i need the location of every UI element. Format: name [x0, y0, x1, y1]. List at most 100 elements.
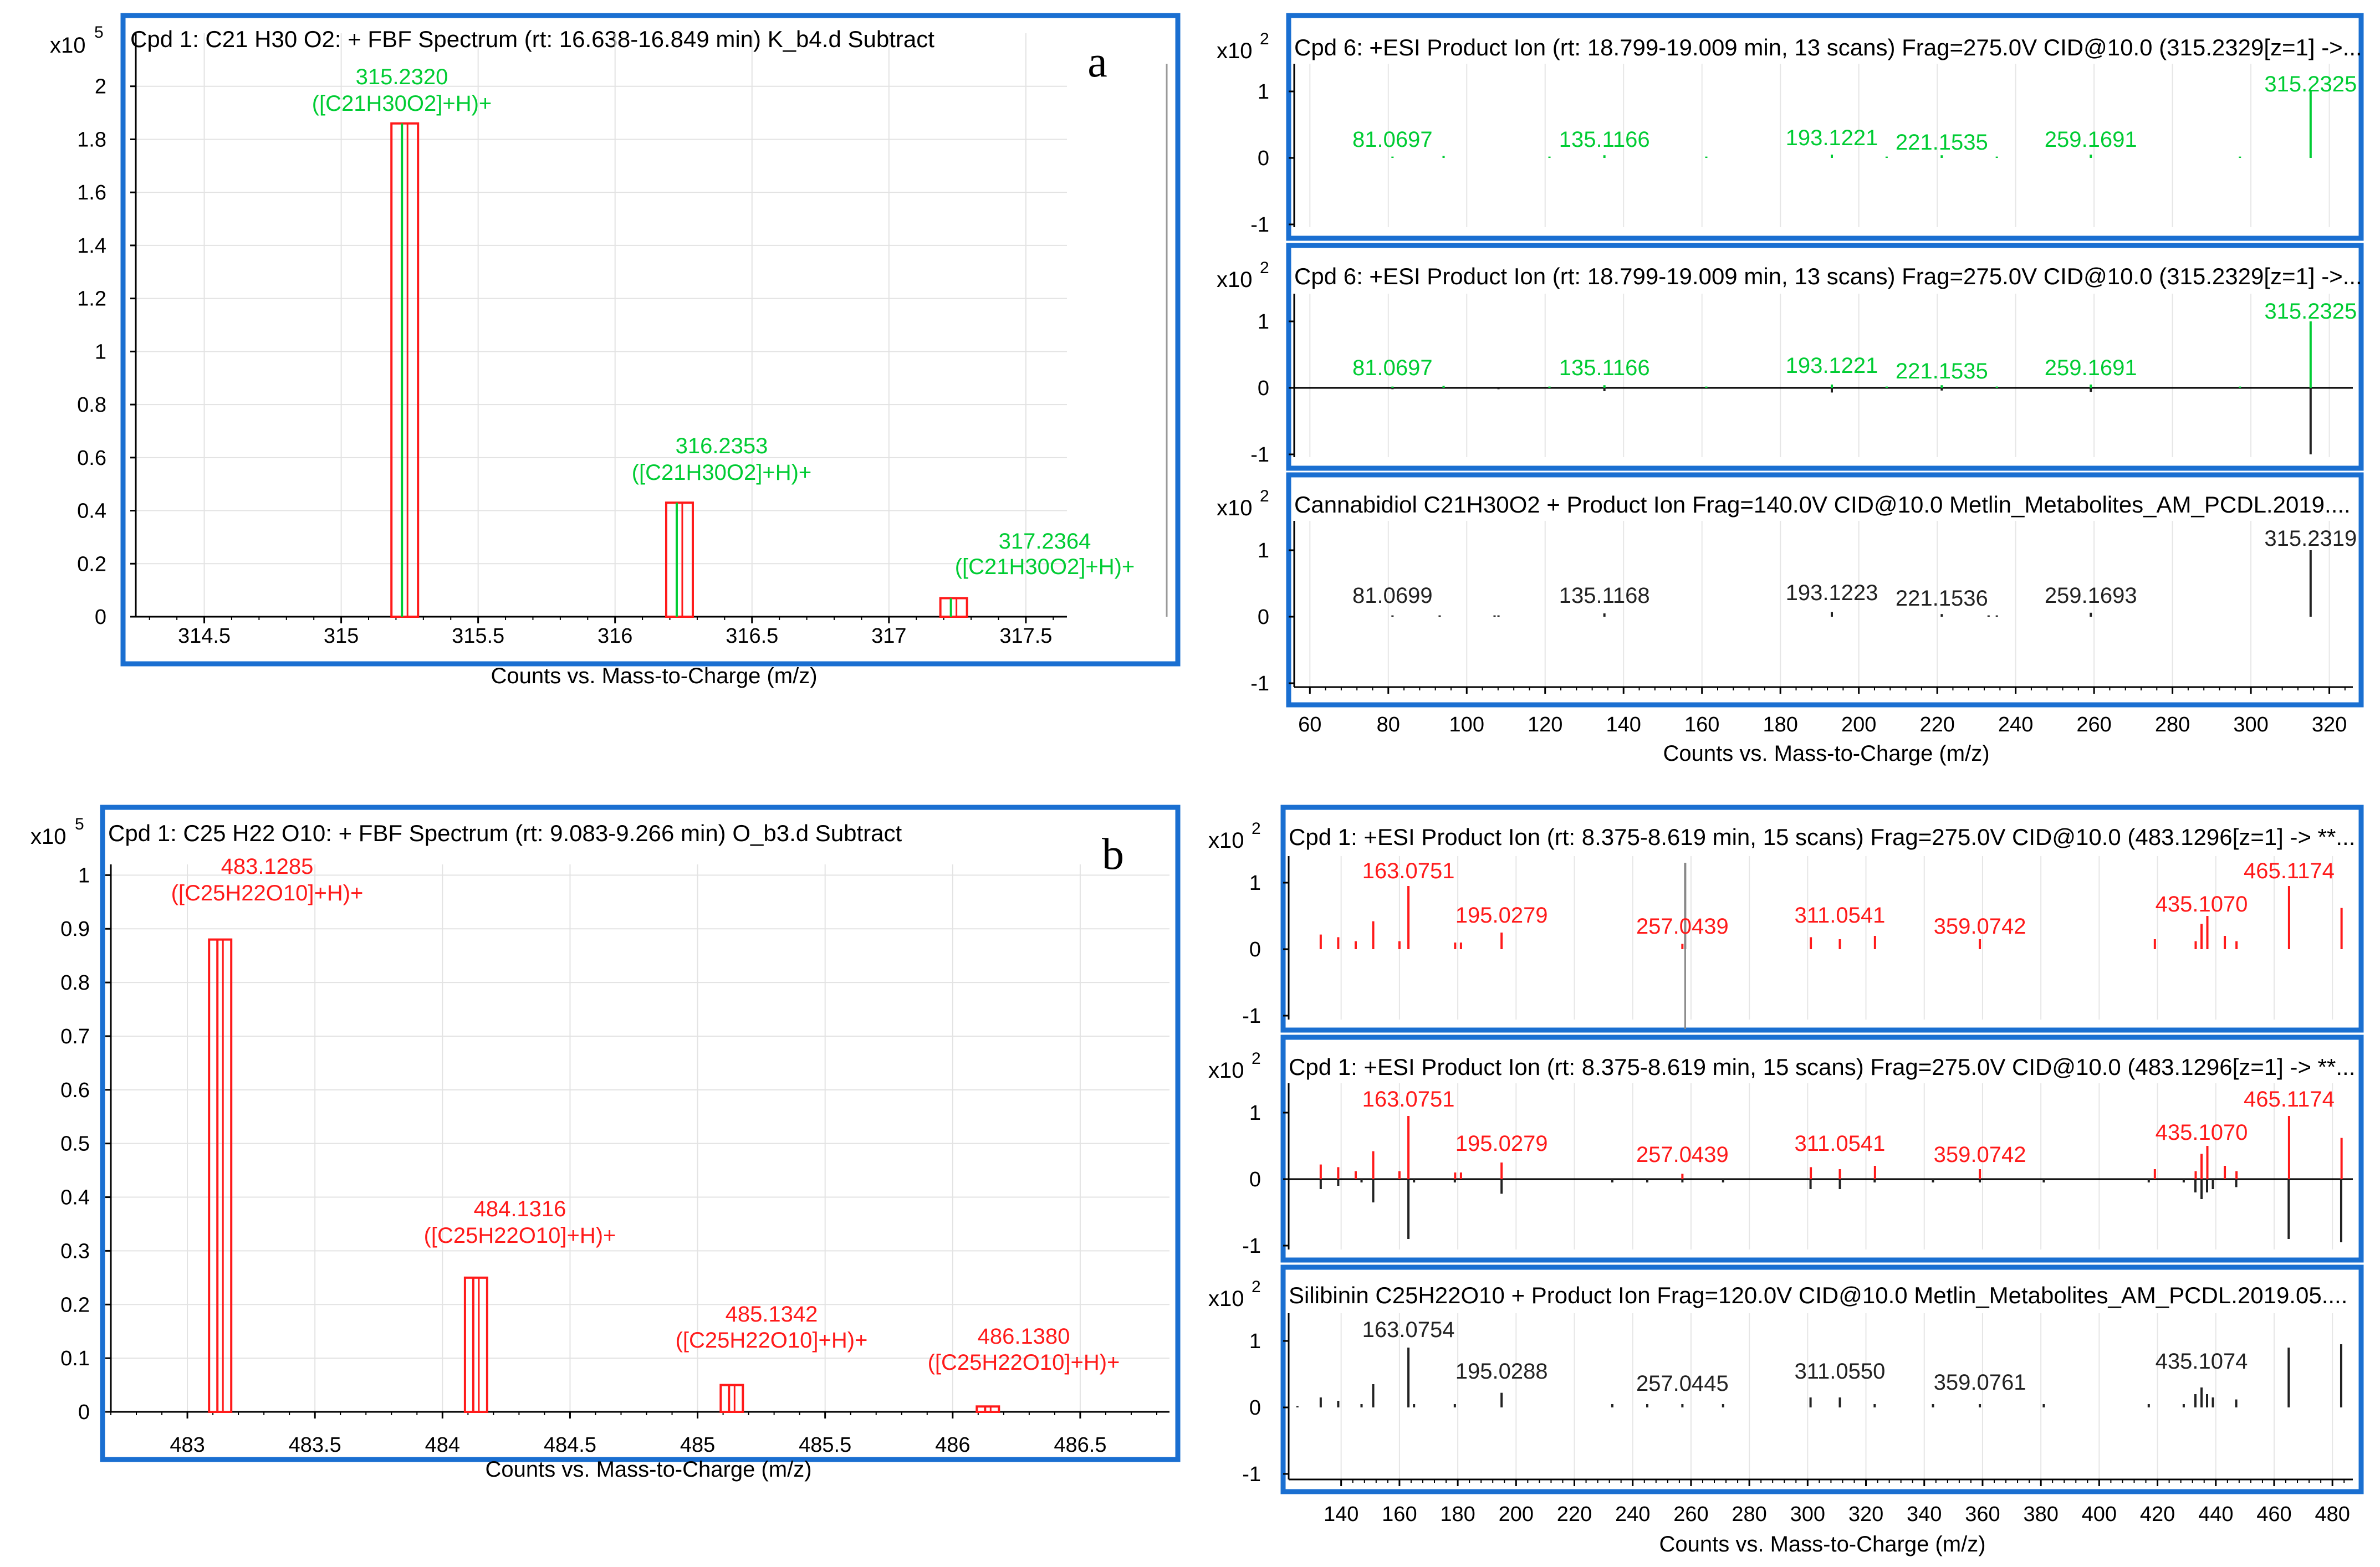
y-multiplier-exponent: 2	[1260, 259, 1269, 277]
x-tick-label: 316.5	[726, 624, 778, 648]
peak-mz-label: 81.0697	[1352, 356, 1433, 380]
x-tick-label: 317	[871, 624, 906, 648]
y-tick-label: 0.3	[60, 1240, 90, 1263]
chart-frame	[1280, 1035, 2364, 1263]
x-tick-label: 484	[425, 1433, 460, 1457]
y-tick-label: 0	[95, 606, 106, 629]
peak-mz-label: 135.1166	[1559, 127, 1650, 152]
peak-mz-label: 259.1691	[2045, 127, 2137, 152]
y-multiplier-exponent: 2	[1252, 1278, 1261, 1296]
peak-ion-label: ([C25H22O10]+H)+	[928, 1350, 1120, 1375]
x-tick-label: 240	[1615, 1503, 1650, 1526]
y-tick-label: 0.1	[60, 1347, 90, 1370]
x-tick-label: 317.5	[999, 624, 1052, 648]
y-multiplier-exponent: 5	[94, 23, 104, 42]
peak-mz-label: 257.0445	[1636, 1371, 1729, 1396]
y-tick-label: 0.2	[60, 1293, 90, 1317]
chart-frame	[1280, 1264, 2364, 1494]
y-multiplier-base: x10	[1217, 496, 1253, 520]
y-tick-label: 0.2	[77, 552, 106, 576]
x-tick-label: 120	[1528, 713, 1562, 736]
y-tick-label: 0.6	[77, 447, 106, 470]
chart-b-ms2-mirror: Cpd 1: +ESI Product Ion (rt: 8.375-8.619…	[1208, 1035, 2364, 1263]
chart-title: Cpd 1: C25 H22 O10: + FBF Spectrum (rt: …	[108, 820, 902, 846]
peak-mz-label: 259.1691	[2045, 356, 2137, 380]
x-tick-label: 300	[1790, 1503, 1825, 1526]
peak-mz-label: 193.1221	[1786, 126, 1878, 150]
chart-b-ms2-library: Silibinin C25H22O10 + Product Ion Frag=1…	[1208, 1264, 2364, 1556]
x-tick-label: 420	[2140, 1503, 2175, 1526]
isotope-box	[976, 1405, 1000, 1413]
x-tick-label: 260	[1673, 1503, 1708, 1526]
y-tick-label: -1	[1242, 1463, 1261, 1486]
peak-mz-label: 195.0279	[1455, 903, 1548, 928]
peak-mz-label: 485.1342	[726, 1302, 818, 1327]
peak-mz-label: 193.1221	[1786, 354, 1878, 378]
x-tick-label: 486	[935, 1433, 970, 1457]
peak-mz-label: 135.1168	[1559, 583, 1650, 608]
peak-mz-label: 359.0761	[1934, 1370, 2026, 1395]
chart-frame	[1286, 13, 2364, 241]
x-tick-label: 140	[1606, 713, 1641, 736]
x-tick-label: 300	[2233, 713, 2268, 736]
y-tick-label: -1	[1250, 672, 1269, 695]
peak-mz-label: 315.2325	[2264, 299, 2357, 324]
y-multiplier-base: x10	[1208, 1058, 1244, 1083]
x-tick-label: 280	[1732, 1503, 1766, 1526]
x-tick-label: 460	[2256, 1503, 2291, 1526]
x-tick-label: 180	[1763, 713, 1797, 736]
peak-mz-label: 195.0288	[1455, 1359, 1548, 1384]
y-tick-label: 1	[1258, 310, 1269, 334]
x-tick-label: 240	[1998, 713, 2033, 736]
peak-mz-label: 483.1285	[221, 854, 314, 879]
peak-mz-label: 484.1316	[474, 1197, 566, 1221]
x-tick-label: 486.5	[1054, 1433, 1106, 1457]
peak-mz-label: 311.0550	[1795, 1359, 1886, 1384]
y-tick-label: 0	[1258, 377, 1269, 400]
y-multiplier-base: x10	[1217, 39, 1253, 63]
x-tick-label: 320	[2312, 713, 2347, 736]
x-tick-label: 440	[2198, 1503, 2233, 1526]
chart-a-ms2-sample: Cpd 6: +ESI Product Ion (rt: 18.799-19.0…	[1217, 13, 2364, 241]
x-tick-label: 485.5	[799, 1433, 851, 1457]
y-tick-label: 1.4	[77, 234, 106, 258]
x-tick-label: 340	[1907, 1503, 1942, 1526]
y-tick-label: 1	[1249, 872, 1261, 895]
x-axis-label: Counts vs. Mass-to-Charge (m/z)	[485, 1457, 811, 1482]
peak-mz-label: 81.0699	[1352, 583, 1433, 608]
y-multiplier-exponent: 2	[1260, 30, 1269, 48]
peak-mz-label: 435.1070	[2156, 892, 2248, 916]
y-tick-label: 0	[1249, 938, 1261, 961]
y-multiplier-base: x10	[1208, 828, 1244, 853]
y-tick-label: -1	[1250, 213, 1269, 237]
peak-mz-label: 316.2353	[676, 434, 768, 458]
x-tick-label: 140	[1324, 1503, 1358, 1526]
x-tick-label: 200	[1841, 713, 1876, 736]
chart-frame	[1280, 805, 2364, 1033]
x-tick-label: 380	[2023, 1503, 2058, 1526]
y-multiplier-exponent: 2	[1260, 487, 1269, 505]
y-tick-label: 0	[1258, 606, 1269, 629]
chart-frame	[1286, 472, 2364, 708]
x-tick-label: 180	[1440, 1503, 1475, 1526]
peak-ion-label: ([C25H22O10]+H)+	[676, 1328, 868, 1353]
x-tick-label: 320	[1848, 1503, 1883, 1526]
y-tick-label: 1	[1249, 1102, 1261, 1125]
x-tick-label: 260	[2076, 713, 2111, 736]
peak-mz-label: 135.1166	[1559, 356, 1650, 380]
x-axis-label: Counts vs. Mass-to-Charge (m/z)	[491, 664, 817, 688]
isotope-box	[463, 1276, 488, 1413]
chart-title: Cpd 1: +ESI Product Ion (rt: 8.375-8.619…	[1289, 824, 2355, 850]
y-tick-label: 1	[1258, 539, 1269, 562]
chart-b-ms1: Cpd 1: C25 H22 O10: + FBF Spectrum (rt: …	[30, 805, 1181, 1482]
peak-mz-label: 317.2364	[999, 529, 1091, 554]
peak-ion-label: ([C25H22O10]+H)+	[424, 1223, 616, 1248]
x-tick-label: 220	[1919, 713, 1954, 736]
peak-mz-label: 257.0439	[1636, 1143, 1729, 1167]
isotope-box	[665, 501, 694, 618]
isotope-box	[390, 122, 420, 618]
isotope-box	[939, 597, 968, 618]
x-tick-label: 484.5	[544, 1433, 596, 1457]
x-axis-label: Counts vs. Mass-to-Charge (m/z)	[1663, 741, 1989, 766]
